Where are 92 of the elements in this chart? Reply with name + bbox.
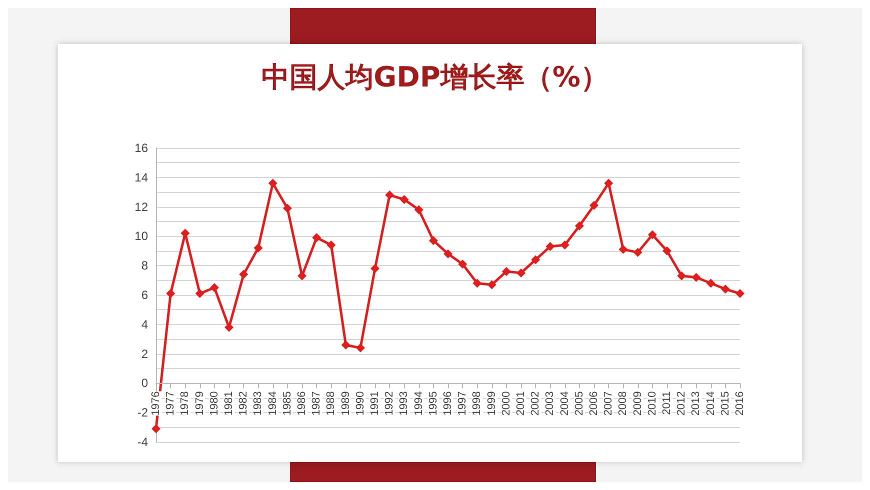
x-tick-label: 1989	[340, 391, 352, 416]
x-tick-label: 1980	[208, 391, 220, 416]
x-tick-label: 2002	[530, 391, 542, 416]
x-tick-label: 2000	[500, 391, 512, 416]
point	[414, 205, 424, 214]
point	[458, 260, 468, 269]
point	[282, 204, 292, 213]
point	[618, 244, 628, 254]
x-tick-label: 1990	[354, 391, 366, 416]
x-tick-label: 1986	[296, 391, 308, 416]
point	[560, 240, 570, 250]
y-tick-label: 4	[141, 317, 148, 332]
x-tick-label: 1992	[384, 391, 396, 416]
point	[400, 194, 409, 204]
y-tick-label: -4	[137, 435, 148, 449]
x-tick-label: 1984	[266, 391, 279, 416]
y-tick-label: 0	[141, 376, 148, 390]
x-tick-label: 1996	[442, 391, 454, 416]
x-tick-label: 1987	[310, 391, 323, 416]
point	[574, 221, 584, 230]
x-tick-label: 2001	[515, 391, 527, 416]
x-tick-label: 2010	[646, 391, 658, 416]
point	[152, 424, 160, 434]
x-tick-label: 1976	[150, 391, 162, 416]
point	[546, 242, 555, 251]
x-tick-label: 1998	[471, 391, 484, 416]
x-tick-label: 1991	[369, 391, 381, 416]
x-tick-label: 1988	[325, 391, 338, 416]
point	[210, 283, 219, 292]
point	[633, 248, 642, 257]
point	[239, 270, 248, 279]
point	[385, 190, 394, 200]
point	[326, 240, 336, 250]
point	[254, 243, 263, 252]
y-tick-label: 14	[134, 170, 148, 184]
point	[502, 266, 511, 276]
point	[472, 278, 482, 288]
point	[312, 233, 322, 242]
y-tick-label: 12	[134, 200, 148, 214]
point	[706, 278, 716, 288]
x-tick-label: 1979	[194, 391, 206, 416]
point	[604, 178, 614, 188]
x-tick-label: 2004	[558, 391, 571, 416]
point	[370, 264, 380, 274]
x-tick-label: 2011	[661, 391, 673, 415]
x-tick-label: 1978	[179, 391, 192, 416]
x-tick-label: 2016	[734, 391, 746, 416]
chart-title: 中国人均GDP增长率（%）	[262, 60, 608, 94]
x-tick-label: 2008	[617, 391, 630, 416]
x-tick-label: 1999	[486, 391, 498, 416]
x-tick-label: 1997	[456, 391, 469, 416]
point	[720, 284, 730, 294]
x-tick-label: 2005	[573, 391, 586, 416]
point	[590, 200, 598, 210]
y-tick-label: 6	[141, 288, 148, 302]
point	[428, 236, 438, 246]
point	[356, 343, 365, 352]
point	[662, 246, 672, 256]
point	[166, 289, 176, 298]
point	[516, 268, 526, 278]
point	[531, 255, 540, 264]
x-tick-label: 1993	[398, 391, 410, 416]
point	[444, 249, 452, 258]
point	[648, 230, 657, 240]
y-tick-label: 16	[134, 141, 148, 155]
point	[341, 340, 350, 350]
point	[487, 280, 496, 290]
y-tick-label: 8	[141, 258, 148, 273]
point	[736, 289, 744, 298]
x-tick-label: 1983	[252, 391, 264, 416]
x-tick-label: 2013	[690, 391, 702, 416]
x-tick-label: 2014	[704, 391, 717, 416]
y-tick-label: 10	[134, 229, 148, 244]
x-tick-label: 1994	[412, 391, 425, 416]
point	[195, 289, 204, 298]
x-tick-label: 2009	[632, 391, 644, 416]
point	[224, 322, 234, 332]
x-tick-label: 1995	[427, 391, 440, 416]
x-tick-label: 2003	[544, 391, 556, 416]
x-tick-label: 2012	[676, 391, 688, 416]
y-tick-label: -2	[137, 406, 148, 420]
x-tick-label: 1985	[281, 391, 294, 416]
point	[677, 271, 686, 280]
x-tick-label: 1977	[164, 391, 177, 416]
y-tick-label: 2	[141, 346, 148, 361]
point	[692, 272, 701, 282]
x-tick-label: 1982	[238, 391, 250, 416]
x-tick-label: 2015	[719, 391, 732, 416]
point	[268, 178, 278, 188]
x-tick-label: 2006	[588, 391, 600, 416]
x-tick-label: 1981	[223, 391, 235, 416]
x-tick-label: 2007	[602, 391, 615, 416]
